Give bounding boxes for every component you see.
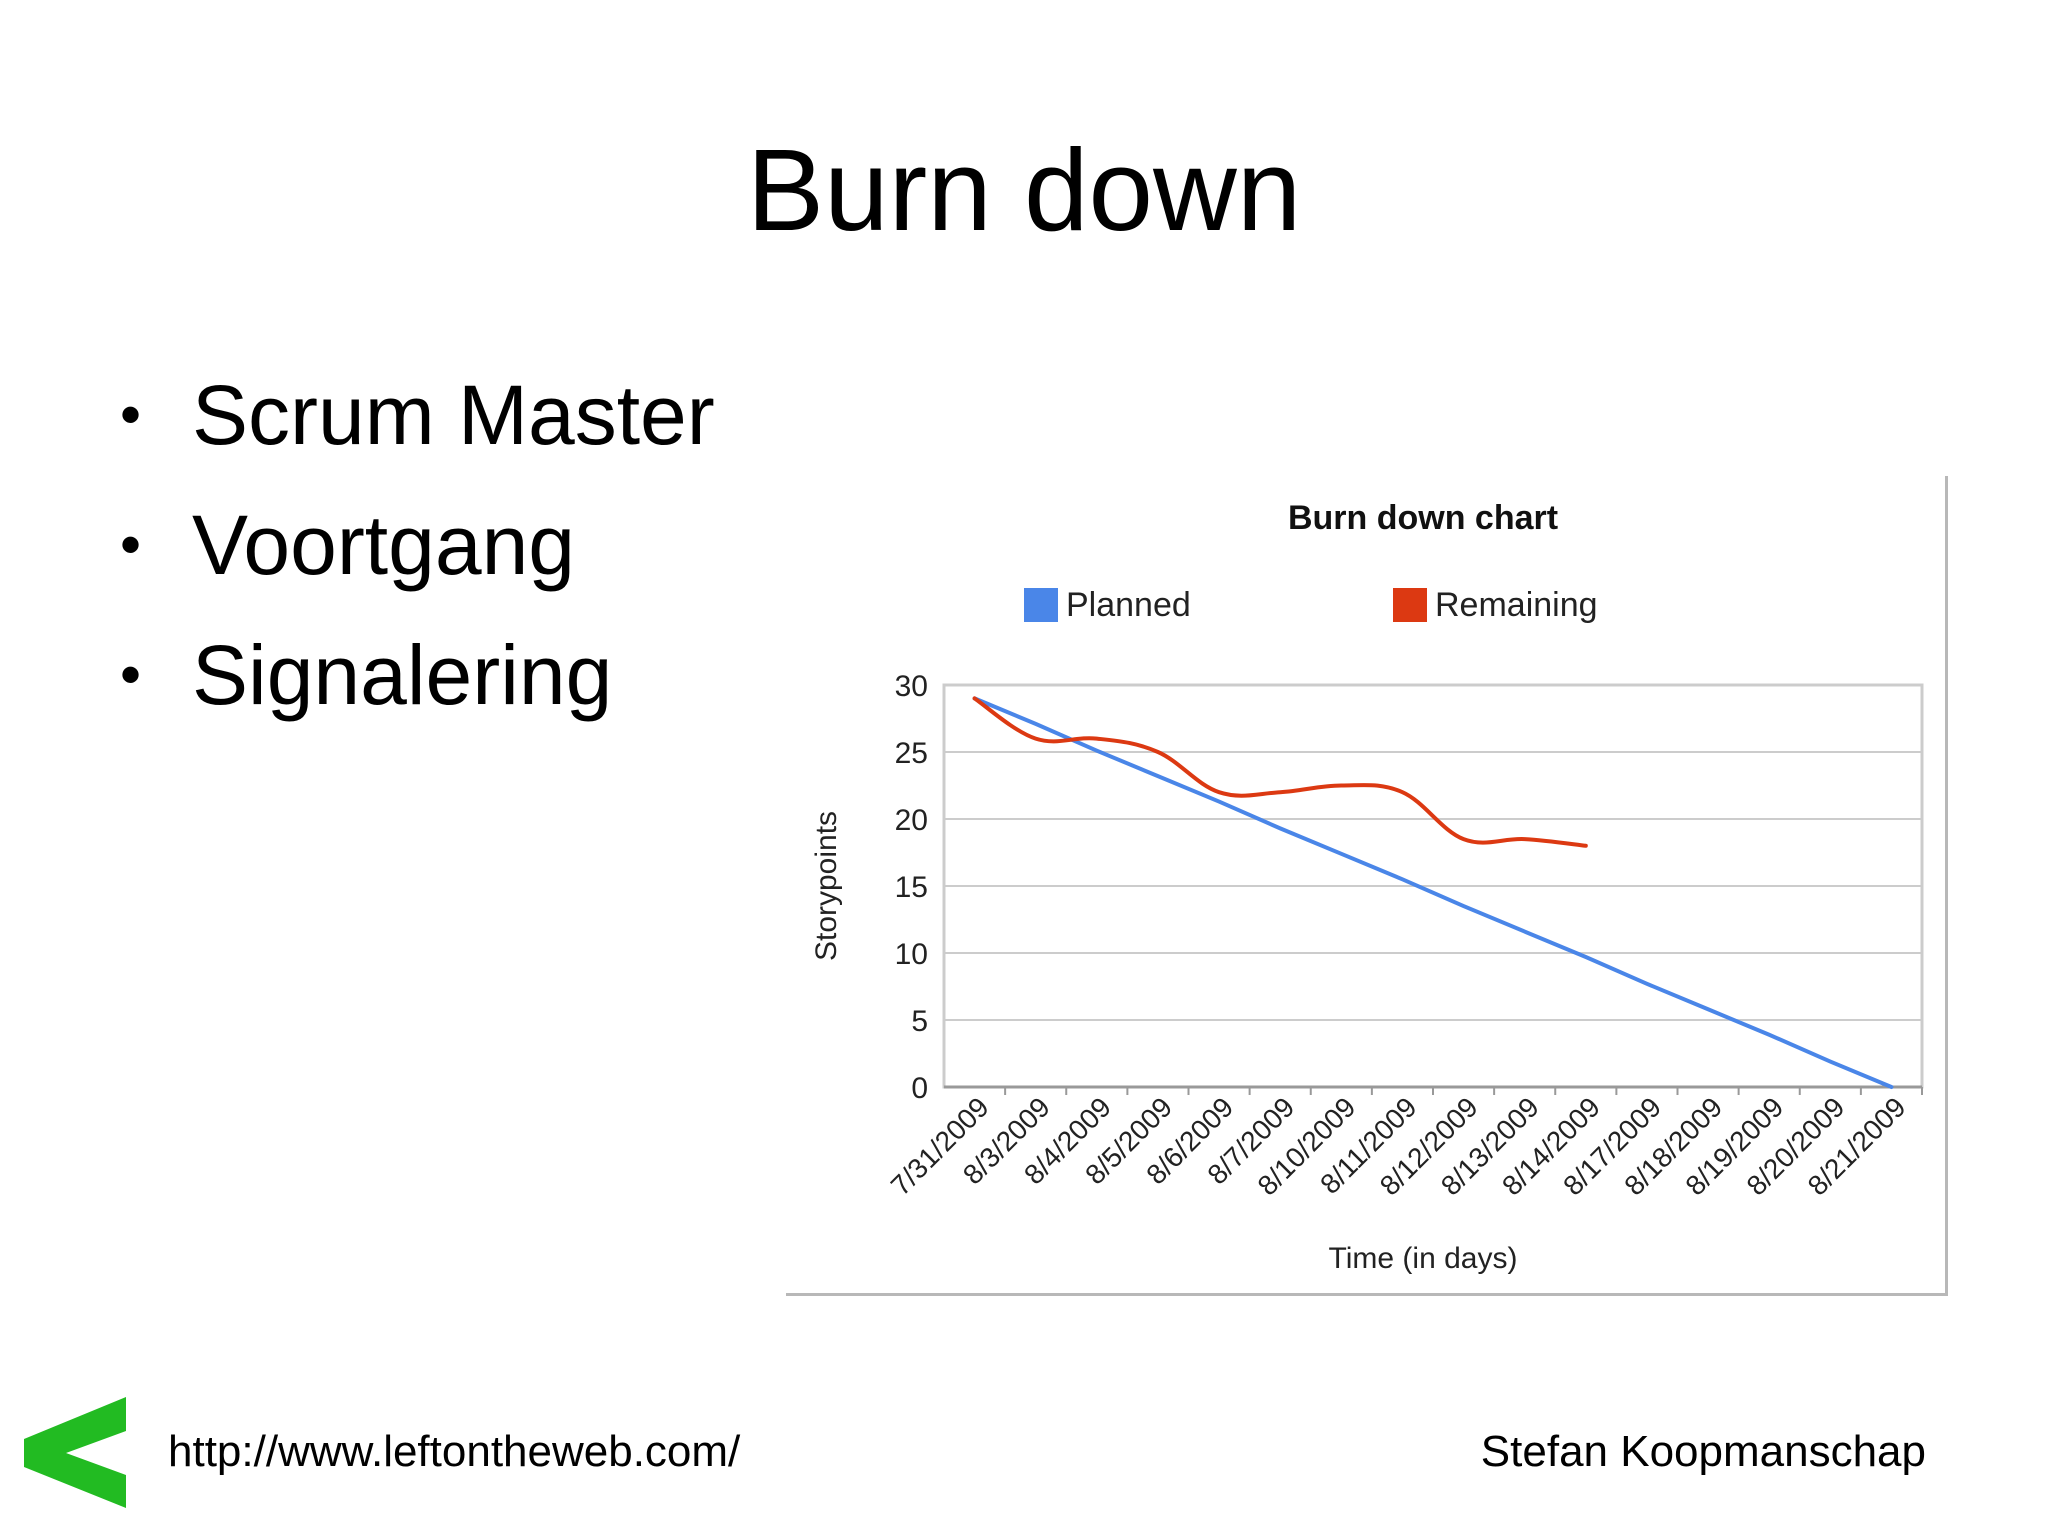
bullet-text: Signalering [192,628,613,722]
bullet-item: • Scrum Master [120,350,715,480]
chart-title: Burn down chart [1288,499,1558,537]
y-tick-label: 15 [895,871,928,904]
burn-down-chart: Burn down chart Planned Remaining 0 5 10 15 20 2… [786,476,1948,1296]
legend-swatch-remaining [1393,588,1427,622]
y-tick-label: 20 [895,804,928,837]
left-angle-logo-icon [24,1397,126,1508]
y-tick-label: 25 [895,737,928,770]
legend-label-planned: Planned [1066,586,1191,624]
legend-label-remaining: Remaining [1435,586,1598,624]
bullet-dot-icon: • [120,511,142,578]
bullet-dot-icon: • [120,381,142,448]
bullet-text: Voortgang [192,498,576,592]
y-tick-label: 5 [911,1005,928,1038]
legend-swatch-planned [1024,588,1058,622]
bullet-list: • Scrum Master • Voortgang • Signalering [120,350,715,740]
series-line-remaining [972,696,1588,848]
page-title: Burn down [746,125,1302,255]
y-tick-label: 30 [895,670,928,703]
bullet-text: Scrum Master [192,368,715,462]
y-tick-label: 0 [911,1072,928,1105]
chart-svg: Burn down chart Planned Remaining 0 5 10 15 20 2… [810,499,1924,1275]
series-line-planned [972,696,1894,1089]
bullet-item: • Signalering [120,610,715,740]
bullet-dot-icon: • [120,641,142,708]
y-axis-title: Storypoints [810,811,843,961]
bullet-item: • Voortgang [120,480,715,610]
x-axis-title: Time (in days) [1329,1242,1518,1275]
footer-url: http://www.leftontheweb.com/ [168,1427,741,1476]
footer-author: Stefan Koopmanschap [1480,1427,1926,1476]
y-tick-label: 10 [895,938,928,971]
